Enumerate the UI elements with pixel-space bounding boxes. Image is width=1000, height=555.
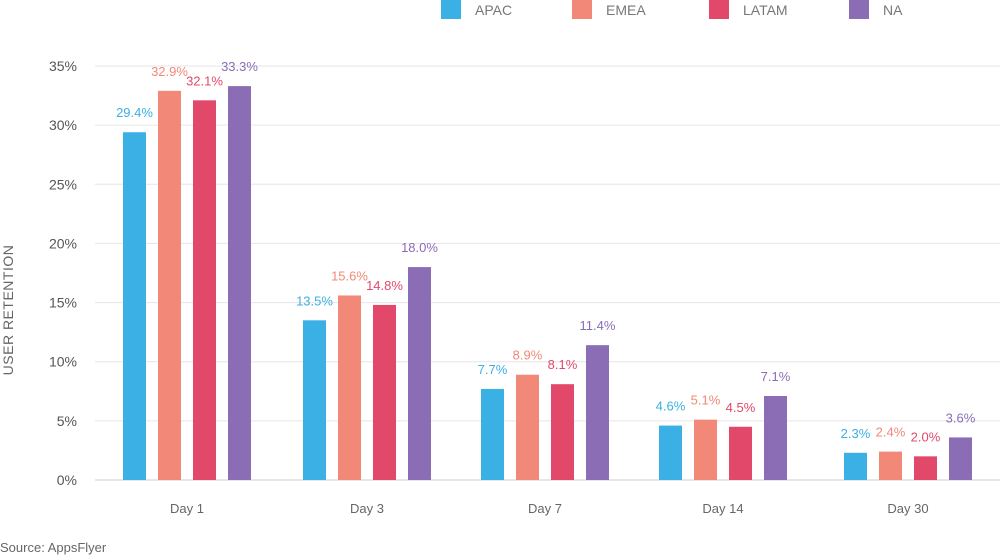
y-axis-ticks: 0% 5% 10% 15% 20% 25% 30% 35% bbox=[49, 58, 77, 488]
bar-emea-day-30 bbox=[879, 451, 902, 480]
bar-latam-day-30 bbox=[914, 456, 937, 480]
x-tick-label: Day 7 bbox=[528, 501, 562, 516]
x-tick-label: Day 1 bbox=[170, 501, 204, 516]
bar-emea-day-3 bbox=[338, 295, 361, 480]
legend-label-na: NA bbox=[883, 2, 903, 18]
bar-apac-day-3 bbox=[303, 320, 326, 480]
bar-apac-day-1 bbox=[123, 132, 146, 481]
legend-swatch-na bbox=[849, 0, 869, 19]
data-label: 2.4% bbox=[876, 425, 906, 440]
x-axis-ticks: Day 1 Day 3 Day 7 Day 14 Day 30 bbox=[170, 501, 929, 516]
data-label: 2.0% bbox=[911, 429, 941, 444]
data-label: 8.1% bbox=[548, 357, 578, 372]
y-tick-label: 30% bbox=[49, 117, 77, 133]
bar-na-day-30 bbox=[949, 437, 972, 480]
data-label: 3.6% bbox=[946, 410, 976, 425]
bar-na-day-7 bbox=[586, 345, 609, 480]
bar-apac-day-14 bbox=[659, 425, 682, 480]
legend-swatch-apac bbox=[441, 0, 461, 19]
data-label: 14.8% bbox=[366, 278, 403, 293]
legend-label-latam: LATAM bbox=[743, 2, 788, 18]
bar-apac-day-30 bbox=[844, 452, 867, 480]
bar-na-day-3 bbox=[408, 267, 431, 480]
y-tick-label: 25% bbox=[49, 176, 77, 192]
data-label: 32.9% bbox=[151, 64, 188, 79]
y-tick-label: 5% bbox=[57, 413, 77, 429]
data-label: 18.0% bbox=[401, 240, 438, 255]
data-label: 5.1% bbox=[691, 393, 721, 408]
data-label: 11.4% bbox=[580, 318, 616, 333]
data-label: 15.6% bbox=[331, 268, 368, 283]
bar-emea-day-1 bbox=[158, 90, 181, 480]
data-label: 13.5% bbox=[296, 293, 333, 308]
source-note: Source: AppsFlyer bbox=[0, 540, 107, 555]
data-label: 32.1% bbox=[186, 73, 223, 88]
data-label: 2.3% bbox=[841, 426, 871, 441]
legend-swatch-latam bbox=[709, 0, 729, 19]
bar-emea-day-14 bbox=[694, 419, 717, 480]
x-tick-label: Day 3 bbox=[350, 501, 384, 516]
y-tick-label: 0% bbox=[57, 472, 77, 488]
y-tick-label: 10% bbox=[49, 354, 77, 370]
legend-label-emea: EMEA bbox=[606, 2, 646, 18]
data-label: 29.4% bbox=[116, 105, 153, 120]
y-tick-label: 20% bbox=[49, 235, 77, 251]
legend-label-apac: APAC bbox=[475, 2, 512, 18]
bar-latam-day-7 bbox=[551, 384, 574, 480]
bar-na-day-1 bbox=[228, 86, 251, 480]
legend: APAC EMEA LATAM NA bbox=[441, 0, 903, 19]
legend-swatch-emea bbox=[572, 0, 592, 19]
data-label: 33.3% bbox=[221, 59, 258, 74]
x-tick-label: Day 14 bbox=[702, 501, 743, 516]
data-label: 7.7% bbox=[478, 362, 508, 377]
x-tick-label: Day 30 bbox=[887, 501, 928, 516]
bar-latam-day-3 bbox=[373, 304, 396, 480]
bars: 29.4% 32.9%32.1%33.3% 13.5% 15.6%14.8% 18.0%… bbox=[116, 59, 976, 481]
bar-latam-day-1 bbox=[193, 100, 216, 480]
bar-emea-day-7 bbox=[516, 374, 539, 480]
y-axis-title: USER RETENTION bbox=[0, 245, 16, 376]
y-tick-label: 35% bbox=[49, 58, 77, 74]
bar-apac-day-7 bbox=[481, 388, 504, 480]
y-tick-label: 15% bbox=[49, 295, 77, 311]
data-label: 7.1% bbox=[761, 369, 791, 384]
data-label: 8.9% bbox=[513, 348, 543, 363]
data-label: 4.5% bbox=[726, 400, 756, 415]
data-label: 4.6% bbox=[656, 399, 686, 414]
bar-latam-day-14 bbox=[729, 426, 752, 480]
bar-na-day-14 bbox=[764, 396, 787, 480]
